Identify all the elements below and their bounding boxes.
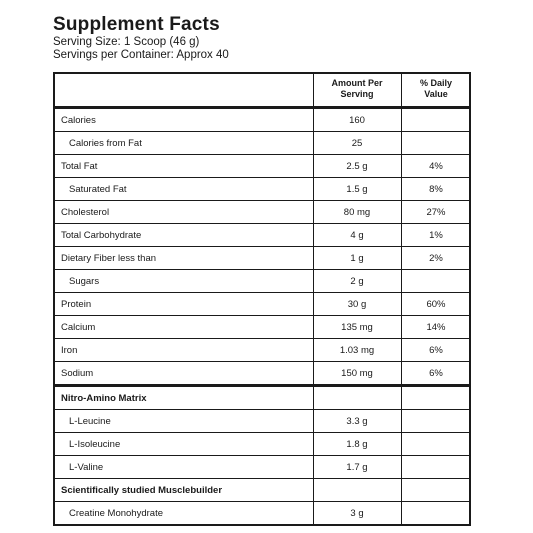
column-divider-dv [401,74,402,524]
facts-title: Supplement Facts [53,14,220,35]
nutrient-amount: 4 g [350,230,364,241]
nutrient-dv: 8% [429,184,443,195]
nutrient-label: Sodium [61,368,94,379]
nutrient-amount: 150 mg [341,368,373,379]
nutrient-row-protein: Protein 30 g 60% [55,293,469,316]
ingredient-row-l-valine: L-Valine 1.7 g [55,456,469,479]
nutrient-row-dietary-fiber: Dietary Fiber less than 1 g 2% [55,247,469,270]
nutrient-dv: 2% [429,253,443,264]
ingredient-amount: 3.3 g [346,416,368,427]
nutrient-label: Dietary Fiber less than [61,253,157,264]
nutrient-dv: 1% [429,230,443,241]
nutrient-dv: 27% [426,207,446,218]
ingredient-label: L-Leucine [69,416,111,427]
nutrient-row-total-fat: Total Fat 2.5 g 4% [55,155,469,178]
nutrient-label: Cholesterol [61,207,110,218]
amount-header-line2: Serving [340,89,374,99]
nutrient-label: Iron [61,345,78,356]
nutrient-row-saturated-fat: Saturated Fat 1.5 g 8% [55,178,469,201]
amount-header-line1: Amount Per [331,78,383,88]
daily-value-header: % Daily Value [405,78,467,100]
ingredient-row-l-leucine: L-Leucine 3.3 g [55,410,469,433]
ingredient-label: Creatine Monohydrate [69,508,163,519]
ingredient-amount: 1.7 g [346,462,368,473]
nutrient-amount: 2 g [350,276,364,287]
nutrient-label: Calcium [61,322,96,333]
ingredient-label: L-Isoleucine [69,439,121,450]
nutrient-label: Total Carbohydrate [61,230,142,241]
nutrient-dv: 14% [426,322,446,333]
nutrient-amount: 1 g [350,253,364,264]
nutrient-dv: 6% [429,368,443,379]
nutrient-row-calories: Calories 160 [55,109,469,132]
nutrient-row-calories-from-fat: Calories from Fat 25 [55,132,469,155]
nutrient-dv: 4% [429,161,443,172]
nutrient-row-iron: Iron 1.03 mg 6% [55,339,469,362]
table-header-row: Amount Per Serving % Daily Value [55,74,469,109]
section-title-musclebuilder: Scientifically studied Musclebuilder [55,479,469,502]
column-divider-amount [313,74,314,524]
nutrient-label: Saturated Fat [69,184,127,195]
dv-header-line1: % Daily [419,78,452,88]
nutrient-row-total-carbohydrate: Total Carbohydrate 4 g 1% [55,224,469,247]
nutrient-row-sugars: Sugars 2 g [55,270,469,293]
section-title-nitro-amino-matrix: Nitro-Amino Matrix [55,387,469,410]
nutrient-row-cholesterol: Cholesterol 80 mg 27% [55,201,469,224]
section-title: Nitro-Amino Matrix [61,393,147,404]
nutrient-label: Sugars [69,276,100,287]
ingredient-amount: 1.8 g [346,439,368,450]
dv-header-line2: Value [424,89,448,99]
servings-per-container: Servings per Container: Approx 40 [53,49,229,61]
amount-per-serving-header: Amount Per Serving [317,78,397,100]
nutrient-row-calcium: Calcium 135 mg 14% [55,316,469,339]
nutrient-label: Calories [61,115,96,126]
nutrient-amount: 30 g [347,299,367,310]
nutrient-amount: 25 [351,138,363,149]
supplement-facts-header: Supplement Facts Serving Size: 1 Scoop (… [53,14,475,62]
nutrient-row-sodium: Sodium 150 mg 6% [55,362,469,387]
supplement-facts-table: Amount Per Serving % Daily Value Calorie… [53,72,471,526]
serving-size: Serving Size: 1 Scoop (46 g) [53,36,200,48]
nutrient-amount: 135 mg [341,322,373,333]
section-title: Scientifically studied Musclebuilder [61,485,223,496]
nutrient-label: Calories from Fat [69,138,142,149]
ingredient-label: L-Valine [69,462,104,473]
nutrient-label: Total Fat [61,161,98,172]
nutrient-dv: 6% [429,345,443,356]
nutrient-dv: 60% [426,299,446,310]
ingredient-row-l-isoleucine: L-Isoleucine 1.8 g [55,433,469,456]
nutrient-amount: 1.03 mg [339,345,375,356]
nutrient-amount: 1.5 g [346,184,368,195]
nutrient-amount: 2.5 g [346,161,368,172]
nutrient-amount: 160 [349,115,365,126]
ingredient-row-creatine-monohydrate: Creatine Monohydrate 3 g [55,502,469,524]
nutrient-label: Protein [61,299,92,310]
nutrient-amount: 80 mg [343,207,371,218]
ingredient-amount: 3 g [350,508,364,519]
